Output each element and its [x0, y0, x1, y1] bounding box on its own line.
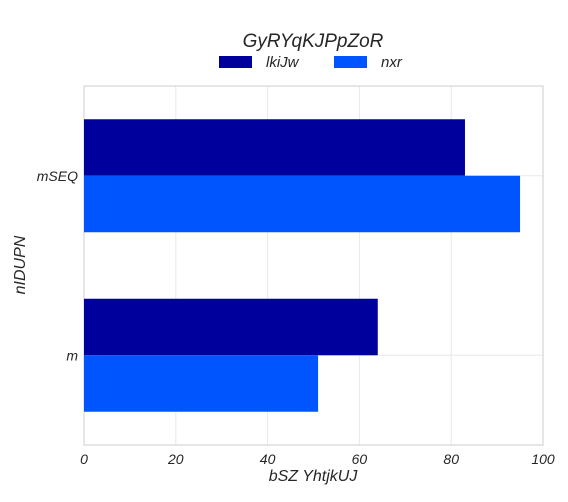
bar-lkiJw-m: [84, 298, 378, 356]
x-axis-ticks: 0 20 40 60 80 100: [80, 451, 555, 467]
x-axis-label: bSZ YhtjkUJ: [269, 468, 359, 485]
bar-lkiJw-mSEQ: [84, 119, 465, 176]
x-tick-label: 40: [260, 451, 276, 467]
x-tick-label: 80: [443, 451, 459, 467]
x-tick-label: 60: [352, 451, 368, 467]
bars: [84, 119, 521, 412]
bar-nxr-m: [84, 355, 319, 412]
y-axis-label: nIDUPN: [12, 235, 29, 294]
y-tick-label: mSEQ: [37, 168, 78, 184]
plot-area-frame: [83, 85, 544, 446]
bar-nxr-mSEQ: [84, 175, 521, 233]
y-tick-label: m: [66, 347, 78, 363]
y-axis-ticks: mSEQ m: [37, 168, 79, 364]
x-tick-label: 0: [80, 451, 88, 467]
legend-label: lkiJw: [266, 54, 300, 71]
x-tick-label: 100: [531, 451, 555, 467]
x-tick-label: 20: [167, 451, 184, 467]
legend-label: nxr: [381, 54, 403, 71]
legend: lkiJw nxr: [219, 54, 403, 71]
chart-title: GyRYqKJPpZoR: [243, 31, 384, 52]
legend-swatch: [219, 56, 252, 68]
legend-swatch: [334, 56, 367, 68]
